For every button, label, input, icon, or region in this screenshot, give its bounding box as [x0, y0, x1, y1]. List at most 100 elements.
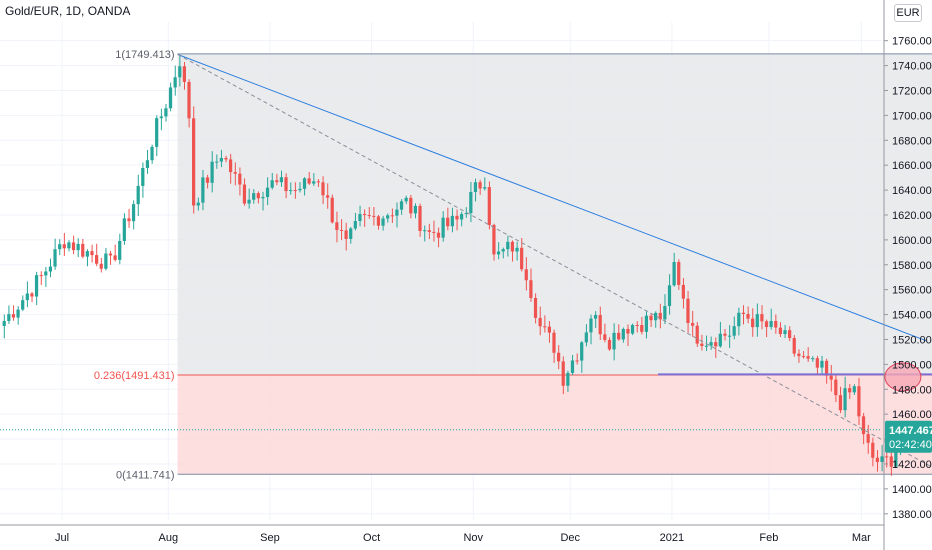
candle-body	[67, 242, 71, 249]
candle-body	[658, 312, 662, 320]
candle-body	[769, 321, 773, 328]
candle-body	[279, 177, 284, 183]
candle-body	[335, 222, 339, 230]
candle-body	[751, 318, 755, 328]
candle-body	[270, 180, 274, 188]
candle-body	[256, 193, 260, 199]
candle-body	[48, 266, 53, 272]
candle-body	[293, 190, 297, 192]
y-tick-label: 1400.000	[892, 484, 932, 496]
trendline-dashed	[177, 53, 932, 468]
candle-body	[71, 242, 76, 251]
y-tick-label: 1720.000	[892, 85, 932, 97]
candle-body	[376, 216, 381, 226]
candle-body	[515, 247, 519, 252]
candle-body	[122, 218, 126, 241]
candle-body	[760, 314, 764, 322]
candle-body	[552, 332, 556, 353]
candle-body	[806, 356, 810, 359]
candle-body	[247, 199, 251, 204]
candle-body	[889, 456, 893, 467]
y-tick-label: 1460.000	[892, 409, 932, 421]
candle-body	[307, 178, 311, 184]
candle-body	[617, 332, 621, 340]
candle-body	[25, 293, 29, 301]
candle-body	[168, 87, 173, 109]
candle-body	[298, 188, 302, 191]
candle-body	[275, 180, 279, 183]
candle-body	[210, 161, 214, 183]
y-tick-label: 1540.000	[892, 310, 932, 322]
fibonacci-retracement[interactable]: 1(1749.413) 0.236(1491.431) 0(1411.741)	[94, 49, 932, 481]
candle-body	[663, 306, 667, 320]
candle-body	[801, 356, 806, 358]
y-tick-label: 1420.000	[892, 459, 932, 471]
candle-body	[626, 328, 630, 334]
candle-body	[848, 388, 852, 393]
candle-body	[598, 315, 602, 335]
candle-body	[85, 251, 89, 257]
candle-body	[709, 342, 713, 346]
y-tick-label: 1480.000	[892, 384, 932, 396]
candle-body	[557, 352, 561, 362]
candle-body	[843, 388, 847, 411]
candle-body	[242, 184, 247, 204]
price-badge	[885, 420, 932, 453]
y-tick-label: 1620.000	[892, 210, 932, 222]
y-tick-label: 1640.000	[892, 185, 932, 197]
candle-body	[224, 157, 228, 160]
candle-body	[681, 284, 685, 299]
candle-body	[187, 81, 191, 119]
drawings[interactable]	[0, 53, 932, 474]
candle-body	[362, 214, 367, 216]
candle-body	[677, 262, 681, 285]
candle-body	[228, 159, 233, 173]
candle-body	[381, 218, 385, 226]
candle-body	[423, 230, 427, 232]
y-tick-label: 1520.000	[892, 334, 932, 346]
candle-body	[533, 298, 538, 318]
candle-body	[76, 243, 80, 251]
candle-body	[58, 244, 62, 250]
price-badge-countdown: 02:42:40	[889, 439, 932, 451]
y-tick-label: 1380.000	[892, 509, 932, 521]
candle-body	[418, 205, 422, 232]
candle-body	[404, 197, 408, 202]
y-tick-label: 1700.000	[892, 110, 932, 122]
candle-body	[95, 255, 99, 264]
candle-body	[603, 334, 607, 340]
candle-body	[704, 345, 709, 347]
currency-button[interactable]: EUR	[894, 4, 922, 22]
candle-body	[21, 300, 25, 310]
candle-body	[483, 187, 487, 189]
candle-body	[723, 333, 727, 336]
candle-body	[788, 330, 792, 339]
candle-body	[529, 280, 533, 299]
candle-body	[441, 217, 445, 238]
x-tick-label: 2021	[660, 532, 684, 544]
x-tick-label: Nov	[463, 532, 483, 544]
candle-body	[714, 342, 718, 347]
candlestick-series	[2, 56, 903, 476]
candle-body	[141, 167, 145, 186]
candle-body	[871, 442, 875, 458]
candle-body	[880, 456, 884, 462]
candle-body	[510, 241, 515, 252]
candle-body	[312, 181, 316, 184]
price-badge-value: 1447.467	[889, 425, 932, 437]
candle-body	[321, 182, 325, 196]
candle-body	[316, 181, 320, 183]
candle-body	[446, 217, 450, 227]
x-tick-label: Feb	[759, 532, 778, 544]
y-tick-label: 1760.000	[892, 36, 932, 48]
candle-body	[487, 187, 491, 225]
highlight-ellipse	[884, 362, 922, 392]
candle-body	[778, 327, 782, 335]
candle-body	[233, 172, 237, 174]
trendline-resistance	[177, 53, 927, 342]
candle-body	[196, 202, 200, 206]
candle-body	[344, 230, 348, 239]
candle-body	[774, 321, 778, 328]
